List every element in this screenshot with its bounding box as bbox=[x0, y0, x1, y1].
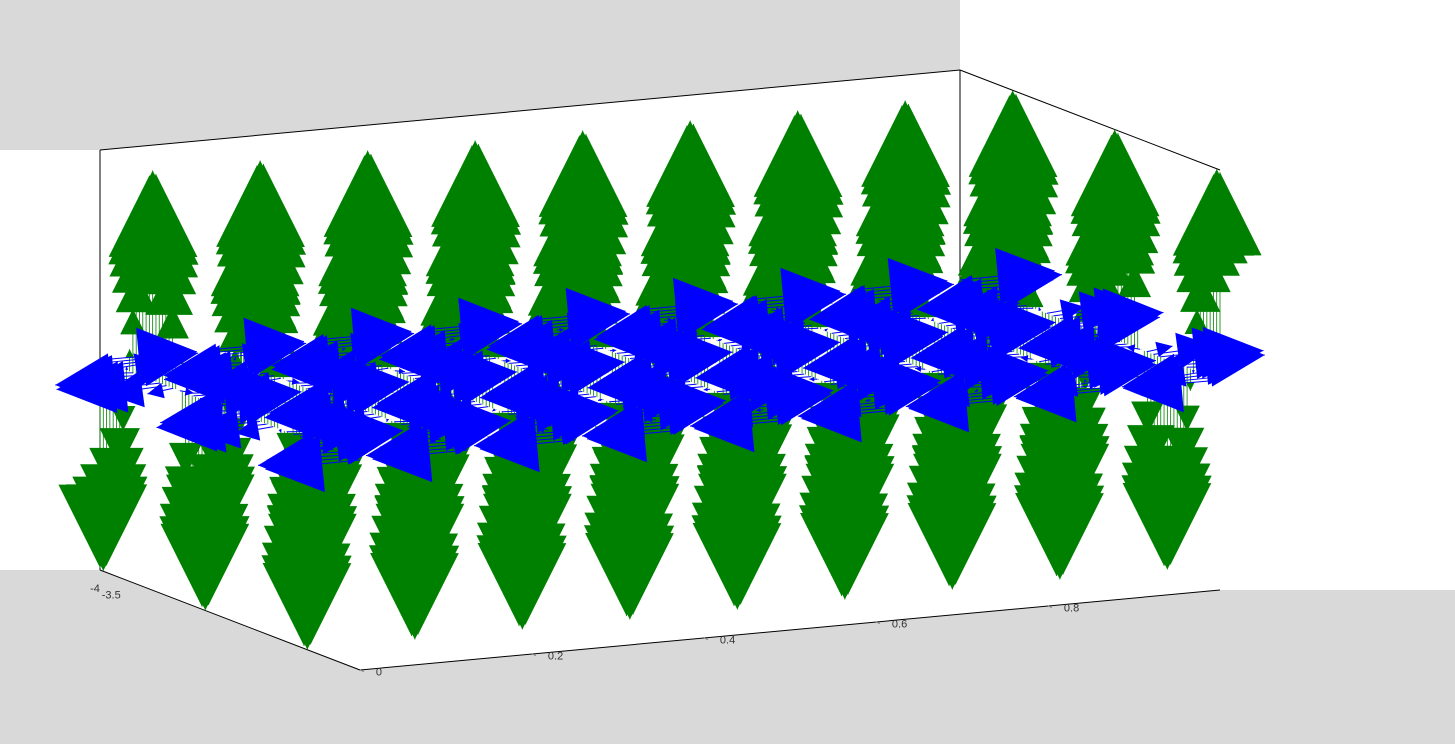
vector-field-3d-plot: 0 0.2 0.4 0.6 0.8 -4-3.5 bbox=[0, 0, 1455, 744]
y-tick-label: 0.2 bbox=[548, 651, 563, 663]
y-tick-label: 0 bbox=[376, 667, 382, 679]
x-tick-label: -3.5 bbox=[102, 589, 121, 601]
y-tick-label: 0.8 bbox=[1064, 603, 1079, 615]
y-tick-label: 0.6 bbox=[892, 619, 907, 631]
x-tick-label: -4 bbox=[90, 583, 100, 595]
y-tick-label: 0.4 bbox=[720, 635, 735, 647]
